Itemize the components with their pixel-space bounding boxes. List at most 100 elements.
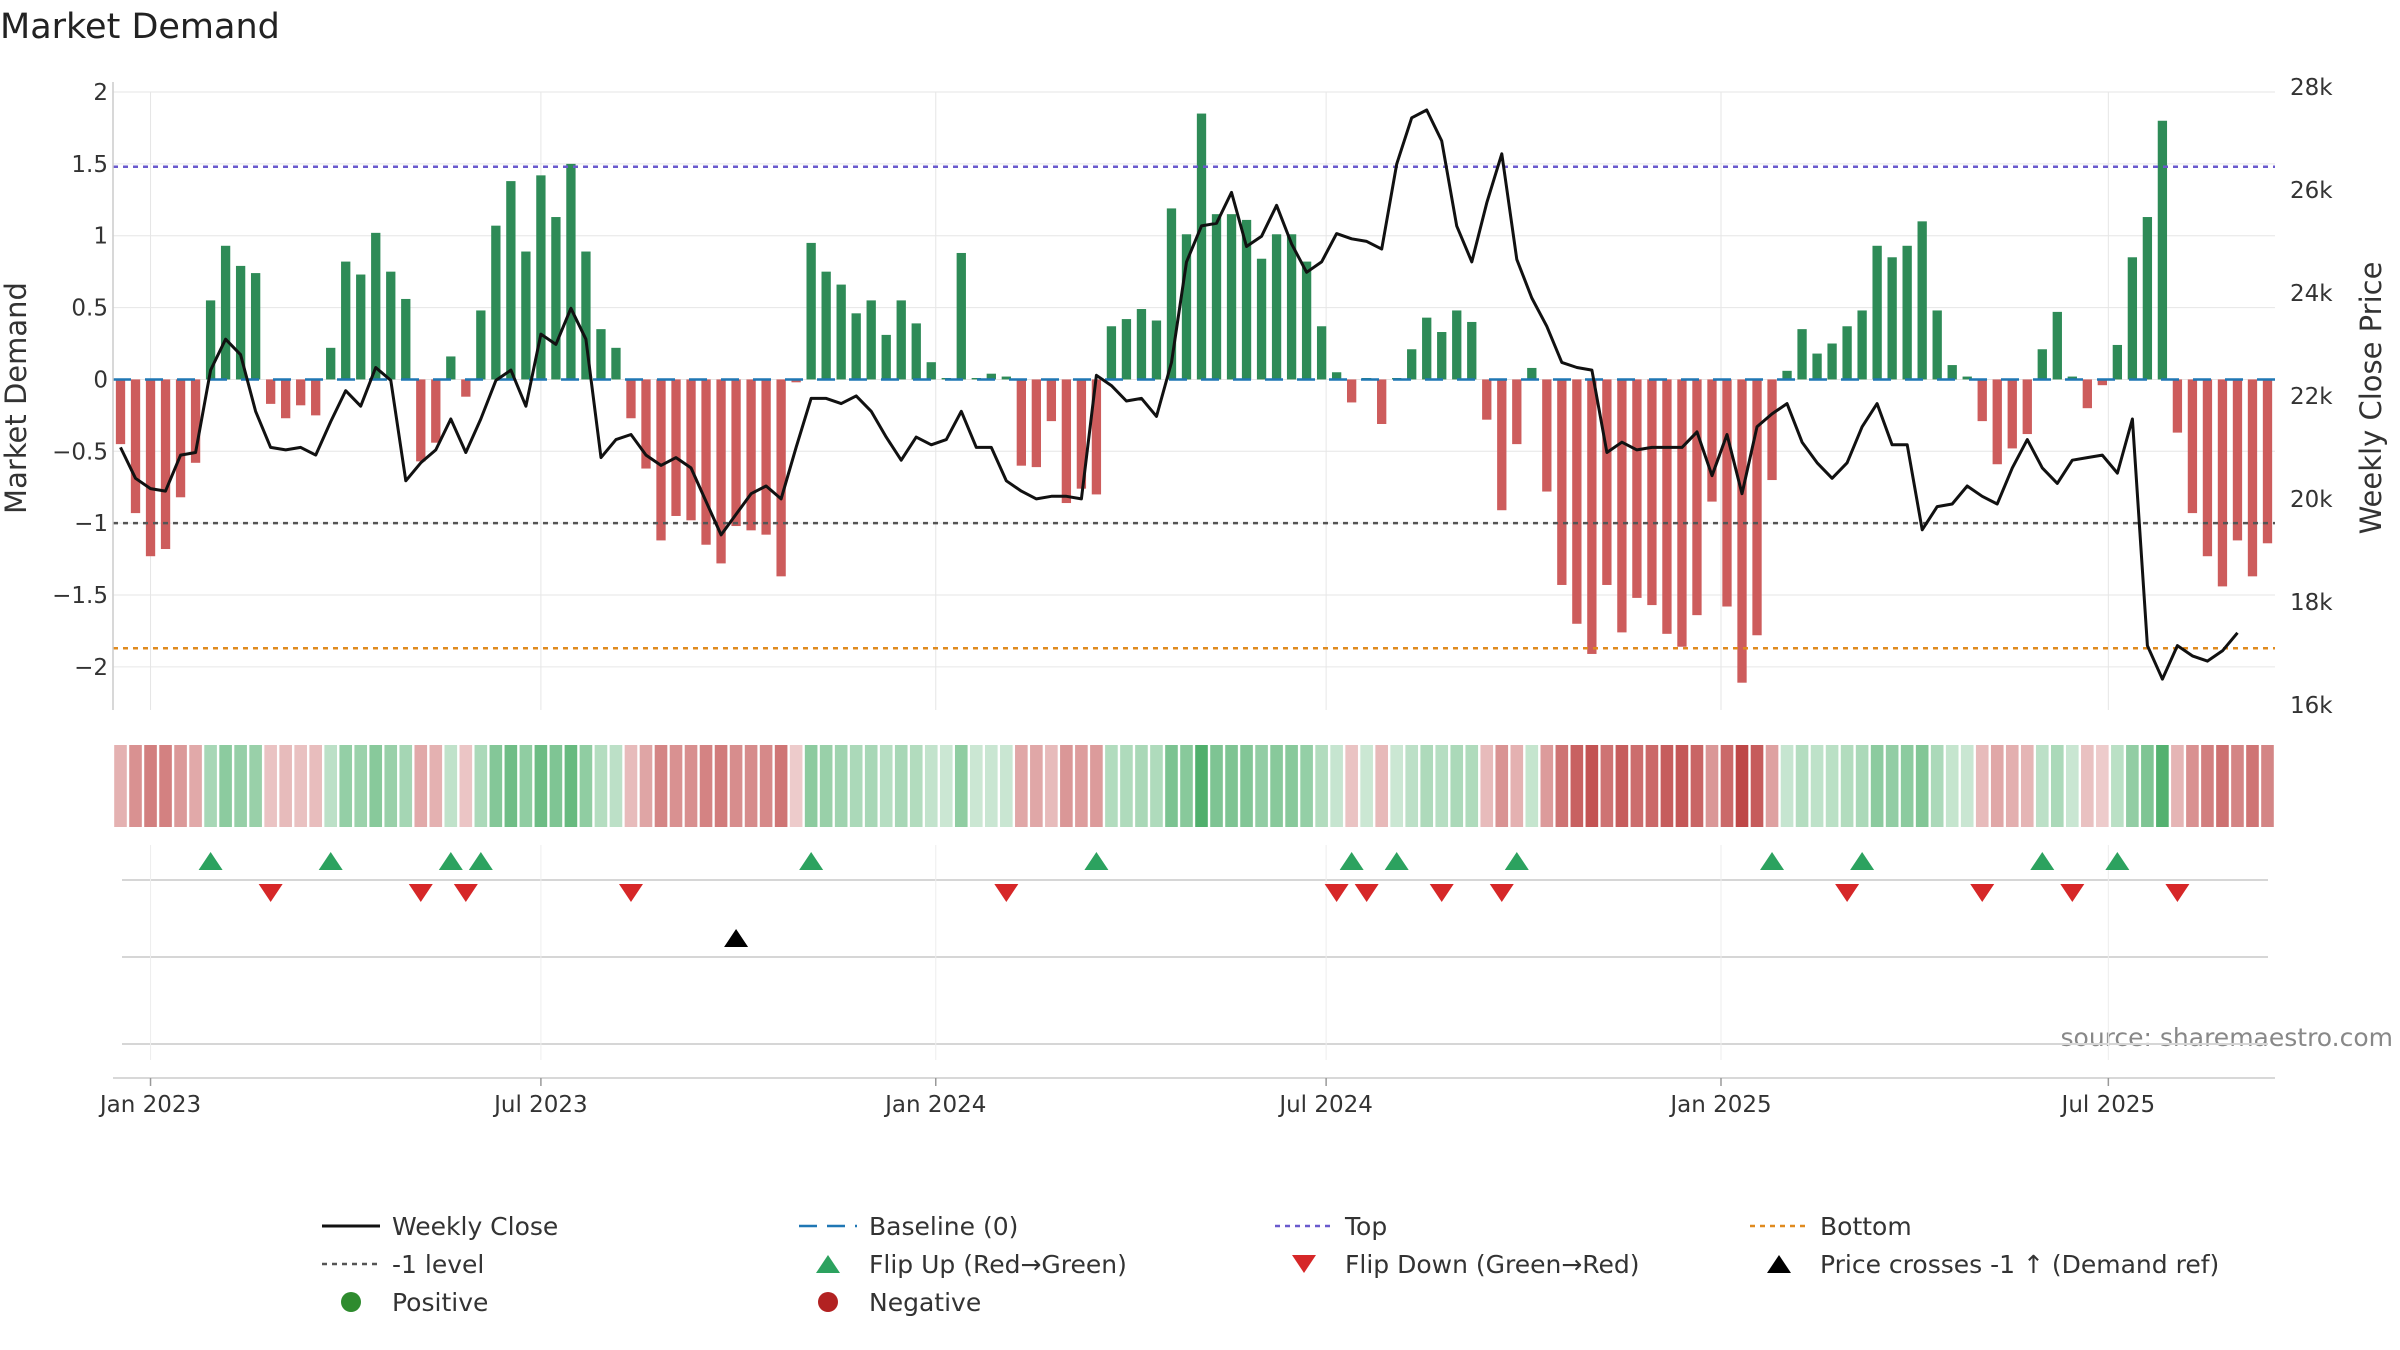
flip-up-marker <box>438 852 463 870</box>
strip-cell <box>114 745 127 827</box>
strip-cell <box>759 745 773 827</box>
demand-bar <box>671 379 681 516</box>
demand-bar <box>1076 379 1087 489</box>
y2-tick-label: 18k <box>2290 590 2333 616</box>
strip-cell <box>1315 745 1328 827</box>
demand-bar <box>626 379 636 419</box>
demand-bar <box>2112 344 2123 380</box>
strip-cell <box>1360 745 1373 827</box>
legend-item-negative: Negative <box>818 1288 981 1317</box>
legend-label: Weekly Close <box>392 1212 558 1241</box>
strip-cell <box>804 745 818 827</box>
strip-cell <box>1795 745 1809 827</box>
strip-cell <box>219 745 232 827</box>
strip-cell <box>444 745 458 827</box>
demand-bar <box>1692 379 1702 616</box>
flip-down-marker <box>1489 884 1514 902</box>
strip-cell <box>1975 745 1989 827</box>
demand-bar <box>401 298 411 380</box>
legend-label: Bottom <box>1820 1212 1912 1241</box>
legend-swatch <box>818 1292 838 1312</box>
demand-bar <box>476 310 486 380</box>
strip-cell <box>1855 745 1869 827</box>
legend-item-flip-up: Flip Up (Red→Green) <box>816 1250 1127 1279</box>
y2-tick-label: 24k <box>2290 281 2333 307</box>
strip-cell <box>1720 745 1734 827</box>
strip-cell <box>924 745 938 827</box>
demand-bar <box>1827 343 1837 380</box>
demand-bar <box>1286 234 1297 380</box>
demand-bar <box>1962 376 1972 380</box>
strip-cell <box>204 745 217 827</box>
demand-bar <box>1016 379 1026 466</box>
strip-cell <box>744 745 758 827</box>
demand-bar <box>1752 379 1762 636</box>
strip-cell <box>1270 745 1283 827</box>
strip-cell <box>1705 745 1719 827</box>
demand-bar <box>1181 234 1192 380</box>
demand-bar <box>971 378 981 380</box>
x-axis: Jan 2023 Jul 2023 Jan 2024 Jul 2024 Jan 2025… <box>98 1077 2275 1118</box>
demand-bar <box>1226 214 1237 380</box>
strip-cell <box>1240 745 1253 827</box>
strip-cell <box>2050 745 2064 827</box>
strip-cell <box>1435 745 1449 827</box>
strip-cell <box>985 745 998 827</box>
demand-bar <box>431 379 441 443</box>
strip-cell <box>1405 745 1419 827</box>
strip-cell <box>2246 745 2259 827</box>
strip-cell <box>594 745 608 827</box>
demand-bar <box>1316 326 1327 380</box>
legend-swatch <box>341 1292 361 1312</box>
legend-item-bottom: Bottom <box>1750 1212 1912 1241</box>
strip-cell <box>714 745 728 827</box>
flip-up-marker <box>198 852 223 870</box>
strip-cell <box>504 745 518 827</box>
demand-bar <box>115 379 126 445</box>
demand-bar <box>1211 214 1222 380</box>
demand-bar <box>716 379 726 564</box>
flip-down-marker <box>1324 884 1349 902</box>
demand-bar <box>2232 379 2243 541</box>
demand-bar <box>1151 320 1162 380</box>
demand-bar <box>175 379 186 498</box>
strip-cell <box>429 745 443 827</box>
flip-down-marker <box>2060 884 2085 902</box>
flip-down-marker <box>1835 884 1860 902</box>
strip-cell <box>849 745 863 827</box>
strip-cell <box>309 745 322 827</box>
demand-bar <box>281 379 291 419</box>
legend-label: Price crosses -1 ↑ (Demand ref) <box>1820 1250 2219 1279</box>
demand-bar <box>1346 379 1357 403</box>
strip-cell <box>1030 745 1043 827</box>
demand-bar <box>536 175 546 380</box>
demand-bar <box>2082 379 2092 409</box>
x-tick-label: Jul 2024 <box>1277 1092 1373 1118</box>
y2-axis-label: Weekly Close Price <box>2354 262 2388 535</box>
strip-cell <box>894 745 908 827</box>
demand-bar <box>701 379 711 545</box>
chart-title: Market Demand <box>0 7 280 47</box>
demand-bar <box>2052 311 2062 380</box>
strip-cell <box>1165 745 1178 827</box>
demand-bar <box>1106 326 1117 380</box>
demand-bar <box>2172 379 2183 433</box>
demand-bar <box>1887 257 1897 380</box>
demand-bar <box>1482 379 1492 420</box>
strip-cell <box>864 745 878 827</box>
demand-bar <box>806 242 816 380</box>
demand-bar <box>731 379 741 527</box>
demand-bar <box>2007 379 2017 449</box>
demand-bar <box>190 379 201 463</box>
strip-cell <box>1375 745 1388 827</box>
demand-bar <box>926 362 936 380</box>
demand-bar <box>491 225 501 380</box>
demand-bar <box>1902 245 1912 380</box>
y-tick-label: 0.5 <box>71 296 108 322</box>
demand-bar <box>686 379 696 521</box>
demand-bar <box>1166 208 1177 380</box>
demand-bar <box>1662 379 1672 634</box>
demand-bar <box>761 379 771 535</box>
demand-bar <box>1797 329 1807 380</box>
strip-cell <box>1615 745 1629 827</box>
